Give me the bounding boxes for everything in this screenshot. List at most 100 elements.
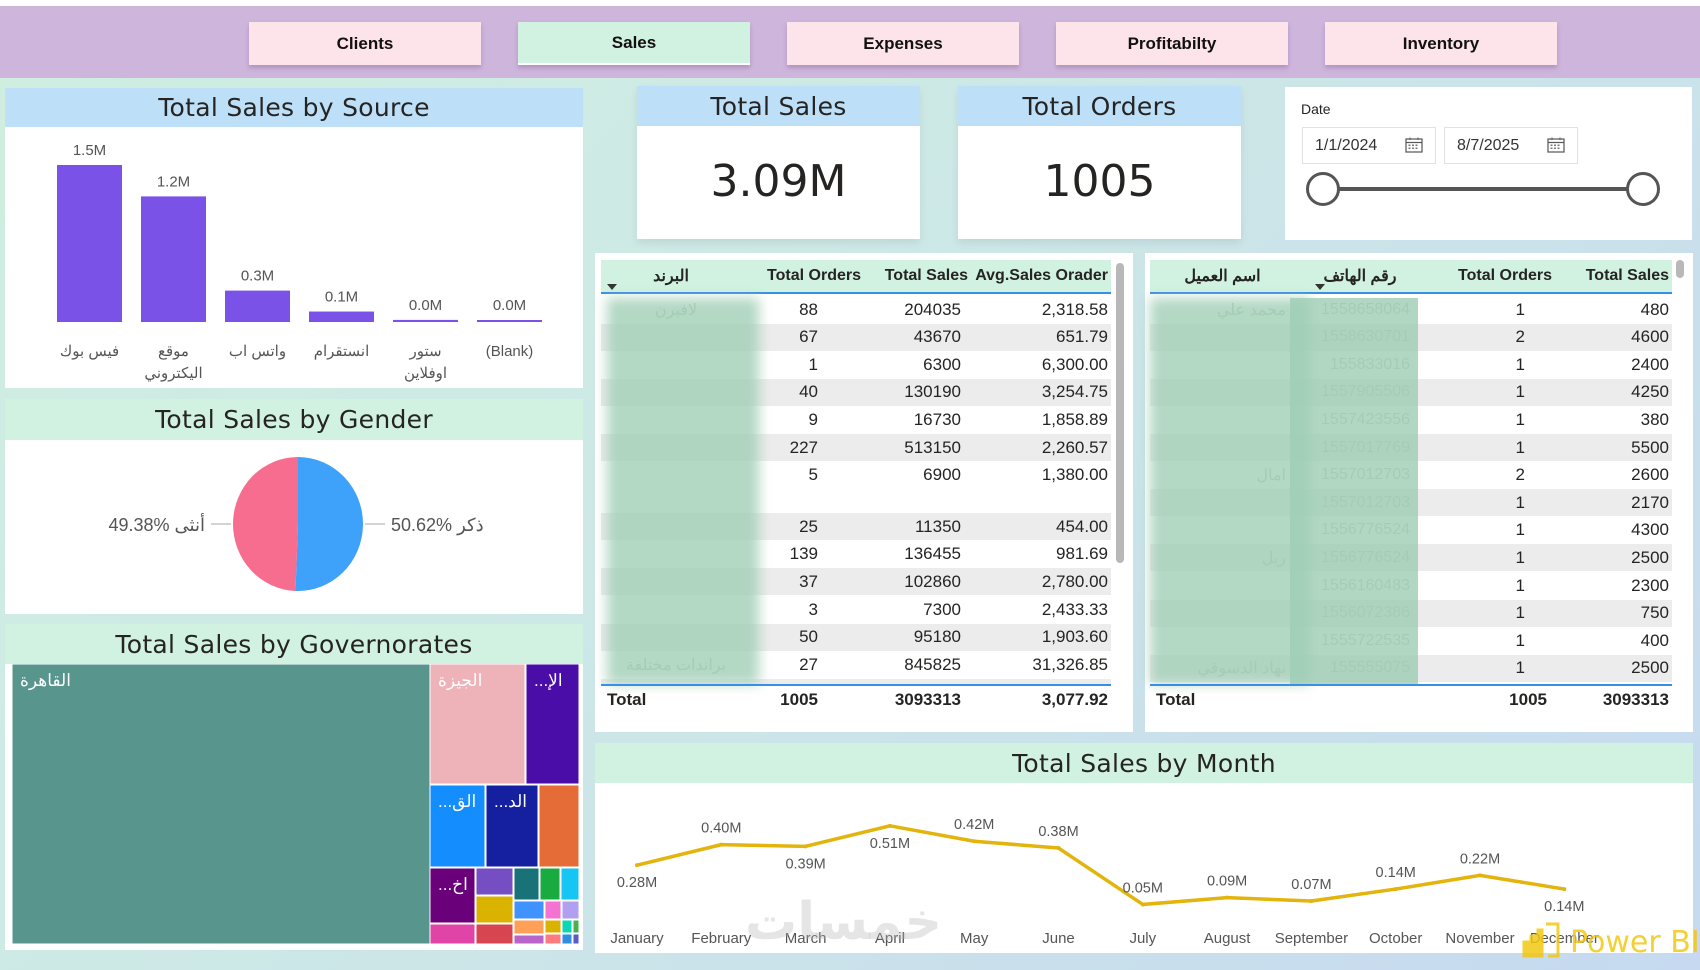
table-scrollbar[interactable] [1676,260,1684,278]
line-point[interactable] [1393,887,1398,892]
bar[interactable] [477,320,542,322]
treemap-tile[interactable] [572,919,580,934]
line-point[interactable] [887,823,892,828]
bar[interactable] [309,311,374,322]
column-header-total-sales[interactable]: Total Sales [884,267,968,284]
line-point[interactable] [972,839,977,844]
table-row[interactable]: 139 136455 981.69 [601,541,1111,568]
total-label: Total [607,689,647,709]
site-watermark: خمسات [745,892,943,952]
cell-total-orders: 27 [799,654,818,674]
bar[interactable] [393,319,458,322]
nav-button-inventory[interactable]: Inventory [1325,22,1557,65]
table-scrollbar[interactable] [1116,263,1124,563]
column-header-total-orders[interactable]: Total Orders [1458,267,1552,284]
column-header-brand[interactable]: البرند [653,268,689,285]
treemap-tile[interactable] [485,784,539,868]
line-point[interactable] [719,842,724,847]
date-range-start-handle[interactable] [1306,172,1340,206]
nav-button-profitability[interactable]: Profitabilty [1056,22,1288,65]
cell-total-sales: 4300 [1631,520,1669,540]
column-header-avg-sales-order[interactable]: Avg.Sales Orader [975,267,1108,284]
column-header-customer-name[interactable]: اسم العميل [1184,268,1261,285]
line-point[interactable] [1478,873,1482,878]
cell-total-sales: 2500 [1631,658,1669,678]
end-date-input[interactable]: 8/7/2025 [1444,127,1578,164]
calendar-icon[interactable] [1547,137,1565,153]
treemap-tile[interactable] [475,867,514,896]
nav-button-expenses[interactable]: Expenses [787,22,1019,65]
sort-descending-icon[interactable] [1315,284,1325,290]
table-row[interactable]: باث اند بودى26263041,011.69 [601,678,1111,684]
calendar-icon[interactable] [1405,137,1423,153]
line-point[interactable] [803,844,808,849]
x-tick-label: December [1530,930,1599,947]
bar[interactable] [225,290,290,322]
cell-total-orders: 1 [1515,354,1525,374]
cell-total-sales: 4600 [1631,327,1669,347]
cell-total-sales: 16730 [913,409,961,429]
table-row[interactable]: 1 6300 6,300.00 [601,351,1111,378]
date-range-track[interactable] [1323,187,1643,191]
column-header-phone[interactable]: رقم الهاتف [1323,268,1397,285]
treemap-tile[interactable] [544,933,562,945]
x-tick-label: January [610,930,664,947]
line-point[interactable] [1140,902,1145,907]
bar[interactable] [57,165,122,322]
treemap-tile[interactable] [572,933,580,945]
bar-data-label: 0.3M [241,268,274,285]
sort-descending-icon[interactable] [607,284,617,290]
treemap-tile[interactable] [429,664,526,785]
bar[interactable] [141,196,206,322]
total-sales: 3093313 [1602,689,1669,709]
table-row[interactable]: 3 7300 2,433.33 [601,596,1111,623]
pie-slice-male[interactable] [295,457,364,591]
line-point[interactable] [1309,899,1314,904]
line-point[interactable] [1225,895,1230,900]
treemap-tile[interactable] [513,919,545,935]
table-row[interactable]: 5 6900 1,380.00 [601,462,1111,489]
treemap-tile[interactable] [544,900,562,920]
treemap-tile[interactable] [561,900,580,920]
line-data-label: 0.51M [870,836,910,852]
column-header-total-sales[interactable]: Total Sales [1585,267,1669,284]
treemap-tile[interactable] [429,923,476,945]
treemap-tile[interactable] [11,664,431,945]
treemap-tile[interactable] [475,895,514,924]
cell-total-sales: 204035 [904,299,961,319]
treemap-tile[interactable] [539,867,561,901]
treemap-tile[interactable] [525,664,580,785]
line-point[interactable] [1562,887,1567,892]
table-total-row: Total 1005 3093313 [1150,684,1672,714]
treemap-tile[interactable] [475,923,514,945]
cell-total-orders: 1 [1515,409,1525,429]
brand-sales-table-card: البرند Total Orders Total Sales Avg.Sale… [595,253,1133,732]
sales-line[interactable] [636,824,1565,907]
cell-total-orders: 1 [1515,382,1525,402]
total-sales-kpi-card: Total Sales 3.09M [637,86,920,239]
column-header-total-orders[interactable]: Total Orders [767,267,861,284]
table-row[interactable]: 9 16730 1,858.89 [601,406,1111,433]
cell-total-sales: 7300 [923,599,961,619]
treemap-tile[interactable] [513,900,545,920]
treemap-tile[interactable] [538,784,580,868]
treemap-tile[interactable] [513,867,540,901]
line-point[interactable] [635,863,639,868]
treemap-tile[interactable] [513,934,545,945]
treemap-tile[interactable] [561,919,573,934]
nav-button-clients[interactable]: Clients [249,22,481,65]
start-date-input[interactable]: 1/1/2024 [1302,127,1436,164]
treemap-tile[interactable] [561,933,573,945]
treemap-tile[interactable] [544,919,562,934]
treemap-tile[interactable] [429,784,486,868]
treemap-tile[interactable] [560,867,580,901]
cell-total-sales: 5500 [1631,437,1669,457]
line-point[interactable] [1056,846,1061,851]
table-total-row: Total 1005 3093313 3,077.92 [601,684,1111,714]
nav-button-sales[interactable]: Sales [518,22,750,65]
cell-avg-sales-order: 3,254.75 [1041,382,1108,402]
date-range-end-handle[interactable] [1626,172,1660,206]
pie-slice-female[interactable] [233,457,298,591]
total-sales-value: 3.09M [710,156,847,207]
treemap-tile[interactable] [429,867,476,924]
